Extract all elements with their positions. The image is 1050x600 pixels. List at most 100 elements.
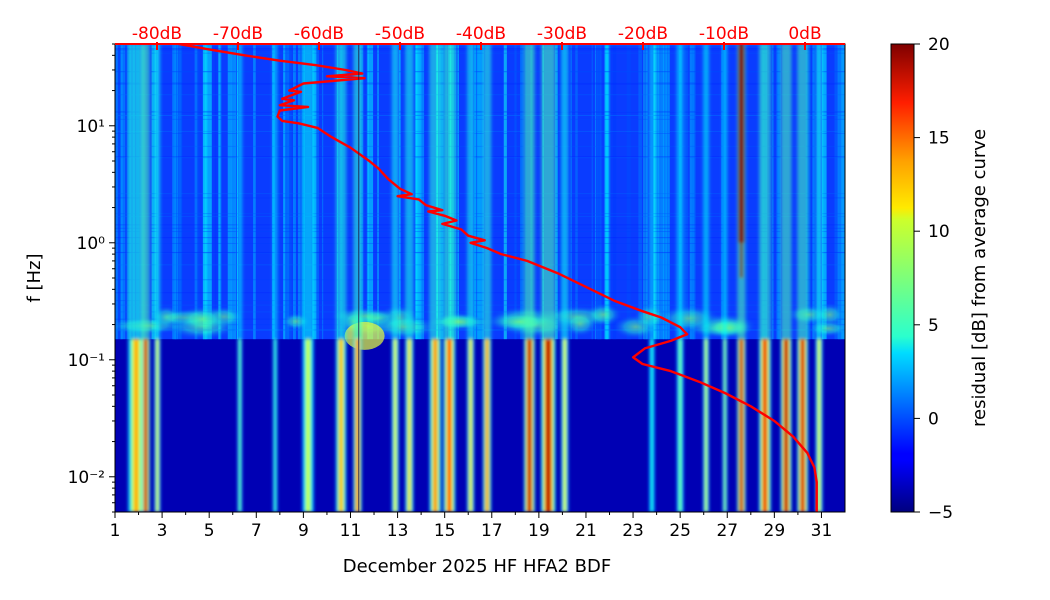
- noise-line: [115, 145, 845, 147]
- noise-streak: [477, 44, 481, 340]
- glow-blotch: [585, 302, 622, 327]
- band: [405, 44, 414, 512]
- x-tick-label: 11: [340, 521, 362, 541]
- band-upper: [648, 44, 655, 340]
- top-tick-label: -70dB: [213, 24, 263, 44]
- band-upper: [154, 44, 161, 340]
- band: [815, 44, 823, 512]
- colorbar-tick-label: 0: [928, 409, 939, 429]
- noise-streak: [594, 44, 597, 340]
- noise-line: [115, 193, 845, 195]
- band-upper: [482, 44, 492, 340]
- y-axis-label: f [Hz]: [24, 253, 45, 302]
- colorbar-tick-label: 15: [928, 129, 950, 149]
- noise-streak: [457, 44, 459, 340]
- band-upper: [127, 44, 145, 340]
- top-tick-label: 0dB: [788, 24, 821, 44]
- noise-line: [115, 94, 845, 96]
- noise-streak: [638, 44, 642, 340]
- noise-streak: [772, 44, 774, 340]
- noise-line: [115, 304, 845, 306]
- noise-line: [115, 237, 845, 239]
- noise-streak: [520, 44, 524, 340]
- noise-streak: [227, 44, 232, 340]
- glow-blotch: [177, 305, 228, 333]
- noise-line: [115, 111, 845, 113]
- noise-streak: [667, 44, 669, 340]
- noise-streak: [500, 44, 503, 340]
- band-upper: [780, 44, 792, 340]
- top-tick-label: -80dB: [132, 24, 182, 44]
- band-lower: [134, 339, 138, 512]
- band-lower: [547, 339, 550, 512]
- noise-line: [115, 71, 845, 73]
- noise-streak: [644, 44, 647, 340]
- glow-hotspot: [344, 321, 385, 350]
- band-upper: [722, 44, 728, 340]
- noise-streak: [654, 44, 657, 340]
- band: [780, 44, 792, 512]
- band: [353, 44, 362, 512]
- noise-streak: [662, 44, 668, 340]
- band-lower: [785, 339, 788, 512]
- noise-streak: [377, 44, 379, 340]
- noise-streak: [207, 44, 212, 340]
- band-upper: [302, 44, 314, 340]
- band-upper: [703, 44, 710, 340]
- x-tick-label: 3: [157, 521, 168, 541]
- noise-streak: [555, 44, 558, 340]
- colorbar-ticks: −5 0 5 10 15 20: [914, 35, 953, 523]
- noise-line: [115, 329, 845, 331]
- noise-streak: [605, 44, 608, 340]
- band-lower: [469, 339, 472, 512]
- noise-streak: [821, 44, 827, 340]
- noise-streak: [479, 44, 484, 340]
- noise-line: [115, 71, 845, 73]
- noise-streak: [841, 44, 845, 340]
- noise-streak: [745, 44, 749, 340]
- band-lower: [651, 339, 653, 512]
- noise-streak: [474, 44, 477, 340]
- noise-streak: [197, 44, 200, 340]
- band-lower: [705, 339, 707, 512]
- x-tick-label: 15: [434, 521, 456, 541]
- band: [524, 44, 535, 512]
- noise-streak: [297, 44, 301, 340]
- noise-streak: [214, 44, 217, 340]
- band-upper: [541, 44, 556, 340]
- band-lower: [394, 339, 396, 512]
- noise-line: [115, 156, 845, 158]
- noise-line: [115, 52, 845, 54]
- noise-streak: [231, 44, 236, 340]
- band: [141, 44, 150, 512]
- noise-streak: [777, 44, 782, 340]
- band-upper: [759, 44, 771, 340]
- band: [759, 44, 771, 512]
- top-tick-label: -30dB: [537, 24, 587, 44]
- band-upper: [467, 44, 475, 340]
- band-lower: [486, 339, 488, 512]
- noise-streak: [475, 44, 477, 340]
- band: [237, 44, 243, 512]
- top-tick-label: -10dB: [699, 24, 749, 44]
- band-upper: [676, 44, 684, 340]
- band-lower: [564, 339, 566, 512]
- band-upper: [335, 44, 347, 340]
- band-lower: [763, 339, 766, 512]
- noise-streak: [439, 44, 444, 340]
- average-curve: [178, 44, 818, 512]
- x-axis: 1 3 5 7 9 11 13 15 17 19 21 23 25 27 29 31: [110, 512, 832, 541]
- noise-streak: [591, 44, 594, 340]
- band-lower: [724, 339, 726, 512]
- band-upper: [405, 44, 414, 340]
- band: [443, 44, 456, 512]
- noise-line: [115, 300, 845, 302]
- x-tick-label: 17: [481, 521, 503, 541]
- spectral-bands: [127, 44, 823, 512]
- noise-line: [115, 132, 845, 134]
- x-tick-label: 1: [110, 521, 121, 541]
- noise-streak: [277, 44, 281, 340]
- noise-streak: [312, 44, 317, 340]
- noise-streak: [115, 44, 119, 340]
- noise-line: [115, 292, 845, 294]
